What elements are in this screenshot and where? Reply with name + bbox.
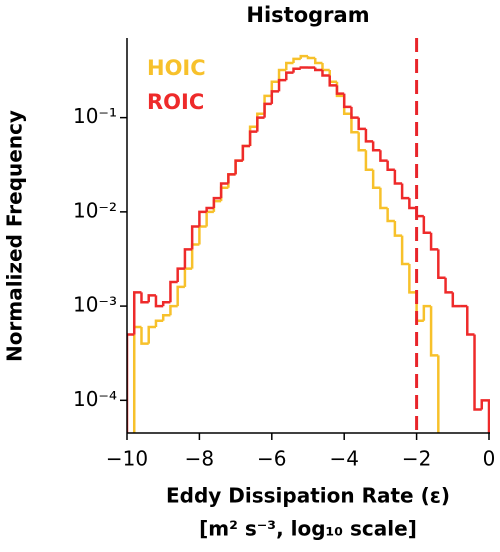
x-tick-label: 0	[483, 447, 496, 471]
histogram-step	[357, 117, 366, 131]
histogram-step	[408, 263, 417, 294]
histogram-step	[270, 90, 280, 104]
histogram-step	[140, 326, 149, 345]
histogram-step	[393, 169, 403, 185]
histogram-step	[422, 216, 432, 235]
y-tick-label: 10⁻¹	[73, 104, 117, 128]
histogram-step	[371, 141, 381, 152]
histogram-step	[161, 300, 171, 307]
histogram-step	[364, 150, 374, 171]
y-tick-label: 10⁻⁴	[73, 387, 117, 411]
histogram-step	[263, 102, 272, 118]
histogram-step	[451, 292, 461, 308]
y-tick-label: 10⁻³	[73, 293, 117, 317]
histogram-step	[379, 187, 388, 210]
histogram-step	[386, 207, 395, 223]
histogram-step	[183, 248, 193, 269]
x-axis-label: [m² s⁻³, log₁₀ scale]	[199, 517, 417, 541]
histogram-step	[437, 249, 446, 279]
histogram-step	[183, 267, 193, 287]
histogram-step	[176, 267, 185, 283]
histogram-step	[480, 399, 490, 433]
histogram-step	[140, 292, 149, 304]
histogram-step	[364, 128, 374, 143]
histogram-step	[234, 159, 243, 175]
legend-label: ROIC	[147, 90, 204, 114]
histogram-step	[357, 132, 366, 152]
histogram-step	[132, 325, 142, 433]
histogram-step	[285, 61, 294, 71]
histogram-step	[190, 225, 200, 250]
histogram-step	[379, 150, 388, 162]
histogram-step	[161, 313, 171, 321]
histogram-step	[205, 210, 214, 227]
x-tick-label: −10	[106, 447, 148, 471]
y-tick-label: 10⁻²	[73, 198, 117, 222]
histogram-step	[169, 304, 178, 316]
histogram-step	[277, 68, 287, 82]
histogram-step	[473, 334, 482, 411]
histogram-step	[422, 304, 432, 321]
histogram-step	[306, 56, 316, 60]
histogram-step	[321, 63, 330, 72]
histogram-step	[313, 67, 323, 72]
x-tick-label: −4	[329, 447, 358, 471]
histogram-step	[154, 295, 164, 308]
plot-area	[127, 38, 490, 453]
histogram-step	[212, 196, 222, 208]
legend-label: HOIC	[147, 56, 206, 80]
histogram-step	[227, 173, 236, 184]
histogram-step	[350, 113, 359, 134]
x-axis-label: Eddy Dissipation Rate (ε)	[166, 484, 450, 508]
histogram-step	[342, 93, 352, 109]
histogram-step	[466, 306, 475, 336]
histogram-step	[313, 57, 323, 65]
histogram-step	[299, 66, 308, 69]
histogram-step	[350, 106, 359, 119]
histogram-step	[299, 54, 308, 59]
histogram-step	[147, 294, 156, 303]
histogram-step	[328, 75, 337, 87]
histogram-step	[198, 210, 207, 227]
histogram-step	[132, 291, 142, 335]
histogram-step	[400, 235, 410, 266]
histogram-step	[444, 277, 453, 294]
histogram-step	[241, 144, 251, 161]
histogram-step	[371, 169, 381, 190]
histogram-step	[277, 78, 287, 92]
y-axis-label: Normalized Frequency	[3, 110, 27, 362]
histogram-step	[248, 130, 258, 146]
histogram-step	[154, 319, 164, 327]
histogram-step	[292, 67, 301, 73]
histogram-step	[205, 206, 214, 212]
histogram-step	[408, 198, 417, 210]
histogram-step	[335, 85, 345, 95]
histogram-step	[429, 306, 439, 357]
histogram-step	[429, 232, 439, 251]
x-tick-label: −2	[402, 447, 431, 471]
histogram-step	[446, 438, 453, 453]
histogram-step	[437, 355, 440, 433]
histogram-step	[176, 285, 185, 307]
histogram-step	[285, 71, 294, 81]
histogram-step	[256, 116, 265, 132]
histogram-step	[400, 183, 410, 200]
histogram-step	[219, 182, 229, 199]
histogram-step	[147, 325, 156, 344]
histogram-step	[386, 160, 395, 171]
histogram-step	[292, 57, 301, 64]
chart-title: Histogram	[246, 3, 369, 27]
histogram-step	[127, 333, 135, 433]
histogram-step	[198, 225, 207, 245]
histogram-step	[393, 220, 403, 237]
histogram-step	[169, 280, 178, 303]
x-tick-label: −6	[257, 447, 286, 471]
x-tick-label: −8	[185, 447, 214, 471]
histogram-step	[321, 70, 330, 77]
